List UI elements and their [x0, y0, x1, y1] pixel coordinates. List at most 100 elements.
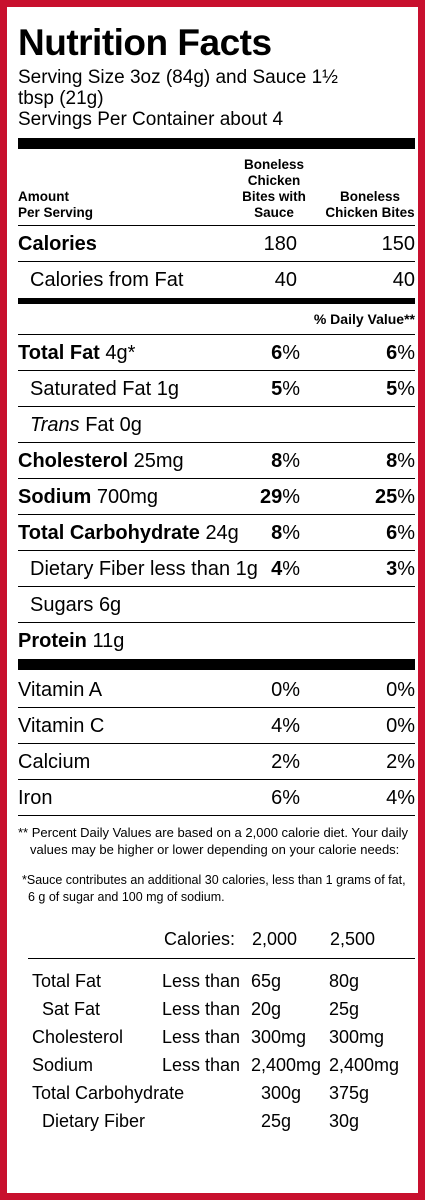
reference-value-2500: 2,400mg [329, 1055, 400, 1075]
reference-table: Calories: 2,000 2,500 Total Fat Less tha… [18, 926, 415, 1136]
vitamin-name: Vitamin C [18, 715, 105, 737]
pct-sign: % [282, 378, 300, 400]
dv-value-1: 8 [271, 450, 283, 472]
reference-row: Sat Fat Less than 20g 25g [18, 996, 415, 1024]
reference-value-2500: 80g [329, 971, 360, 991]
nutrient-name: Cholesterol [18, 450, 129, 472]
nutrient-name: Sodium [18, 486, 92, 508]
reference-qualifier: Less than [162, 1027, 241, 1047]
calories-fat-value-2: 40 [392, 269, 415, 291]
nutrient-name: Total Fat [18, 342, 100, 364]
calories-2500: 2,500 [330, 929, 376, 949]
daily-value-footnote: ** Percent Daily Values are based on a 2… [18, 825, 409, 857]
col2-line2: Chicken Bites [325, 205, 415, 220]
reference-name: Cholesterol [32, 1027, 124, 1047]
reference-row: Dietary Fiber 25g 30g [18, 1108, 415, 1136]
pct-sign: % [397, 450, 415, 472]
reference-qualifier: Less than [162, 1055, 241, 1075]
reference-name: Sat Fat [42, 999, 101, 1019]
vitamin-value-1: 6% [271, 787, 300, 809]
vitamin-value-1: 2% [271, 751, 300, 773]
reference-value-2000: 2,400mg [251, 1055, 322, 1075]
vitamin-value-2: 4% [386, 787, 415, 809]
reference-header: Calories: 2,000 2,500 [28, 926, 415, 959]
col1-line2: Bites with [242, 189, 306, 204]
nutrient-amount: 25mg [133, 450, 184, 472]
nutrient-name: Protein [18, 630, 87, 652]
calories-2000: 2,000 [252, 929, 298, 949]
dv-value-2: 5 [386, 378, 398, 400]
calories-label: Calories: [164, 929, 236, 949]
thick-divider [18, 138, 415, 149]
pct-sign: % [397, 378, 415, 400]
nutrient-row-sugars: Sugars 6g [18, 587, 415, 623]
reference-name: Total Carbohydrate [32, 1083, 185, 1103]
reference-value-2000: 20g [251, 999, 282, 1019]
nutrient-name: Sugars [30, 594, 94, 616]
reference-value-2000: 300mg [251, 1027, 307, 1047]
vitamin-row: Vitamin A 0% 0% [18, 672, 415, 708]
label-title: Nutrition Facts [18, 22, 272, 63]
daily-value-header: % Daily Value** [18, 304, 415, 335]
dv-value-1: 4 [271, 558, 283, 580]
reference-value-2500: 300mg [329, 1027, 385, 1047]
nutrient-amount: 6g [98, 594, 122, 616]
nutrient-amount: 1g [156, 378, 179, 400]
nutrient-amount: less than 1g [150, 558, 258, 580]
calories-fat-label: Calories from Fat [30, 269, 184, 291]
vitamin-row: Iron 6% 4% [18, 780, 415, 816]
pct-sign: % [282, 486, 300, 508]
pct-sign: % [282, 342, 300, 364]
nutrient-name: Trans [30, 414, 80, 436]
nutrition-label: Nutrition Facts Serving Size 3oz (84g) a… [18, 21, 415, 1136]
pct-sign: % [282, 450, 300, 472]
vitamin-row: Calcium 2% 2% [18, 744, 415, 780]
serving-size: Serving Size 3oz (84g) and Sauce 1½ tbsp… [18, 67, 339, 109]
nutrient-amount: 700mg [96, 486, 159, 508]
nutrient-row-trans-fat: Trans Fat 0g [18, 407, 415, 443]
nutrient-amount: Fat 0g [85, 414, 142, 436]
calories-label: Calories [18, 233, 97, 255]
pct-sign: % [397, 522, 415, 544]
nutrient-amount: 4g* [105, 342, 136, 364]
pct-sign: % [397, 486, 415, 508]
reference-value-2500: 30g [329, 1111, 360, 1131]
nutrient-name: Total Carbohydrate [18, 522, 200, 544]
reference-value-2000: 65g [251, 971, 282, 991]
amount-per-serving: Amount Per Serving [18, 189, 93, 221]
dv-value-1: 6 [271, 342, 283, 364]
dv-value-1: 5 [271, 378, 283, 400]
servings-per-container: Servings Per Container about 4 [18, 109, 284, 130]
calories-value-2: 150 [381, 233, 415, 255]
pct-sign: % [282, 522, 300, 544]
col2-line1: Boneless [339, 189, 401, 204]
dv-value-2: 8 [386, 450, 398, 472]
vitamin-name: Iron [18, 787, 53, 809]
reference-value-2000: 300g [261, 1083, 302, 1103]
pct-sign: % [397, 558, 415, 580]
calories-fat-row: Calories from Fat 40 40 [18, 262, 415, 298]
reference-name: Sodium [32, 1055, 94, 1075]
reference-row: Total Fat Less than 65g 80g [18, 968, 415, 996]
pct-sign: % [397, 342, 415, 364]
calories-value-1: 180 [263, 233, 297, 255]
vitamin-row: Vitamin C 4% 0% [18, 708, 415, 744]
per-serving-label: Per Serving [18, 205, 94, 220]
column-header: Amount Per Serving Boneless Chicken Bite… [18, 153, 415, 226]
reference-name: Total Fat [32, 971, 102, 991]
reference-value-2000: 25g [261, 1111, 292, 1131]
vitamin-value-2: 0% [386, 679, 415, 701]
reference-qualifier: Less than [162, 999, 241, 1019]
reference-qualifier: Less than [162, 971, 241, 991]
col1-line3: Sauce [254, 205, 294, 220]
medium-divider [18, 298, 415, 304]
thick-divider [18, 659, 415, 670]
nutrient-row-total-carbohydrate: Total Carbohydrate 24g 8% 6% [18, 515, 415, 551]
dv-value-1: 8 [271, 522, 283, 544]
column1-header: Boneless Chicken Bites with Sauce [219, 157, 329, 221]
dv-value-1: 29 [259, 486, 283, 508]
nutrient-row-protein: Protein 11g [18, 623, 415, 659]
dv-value-2: 3 [386, 558, 398, 580]
pct-sign: % [282, 558, 300, 580]
column2-header: Boneless Chicken Bites [325, 189, 415, 221]
